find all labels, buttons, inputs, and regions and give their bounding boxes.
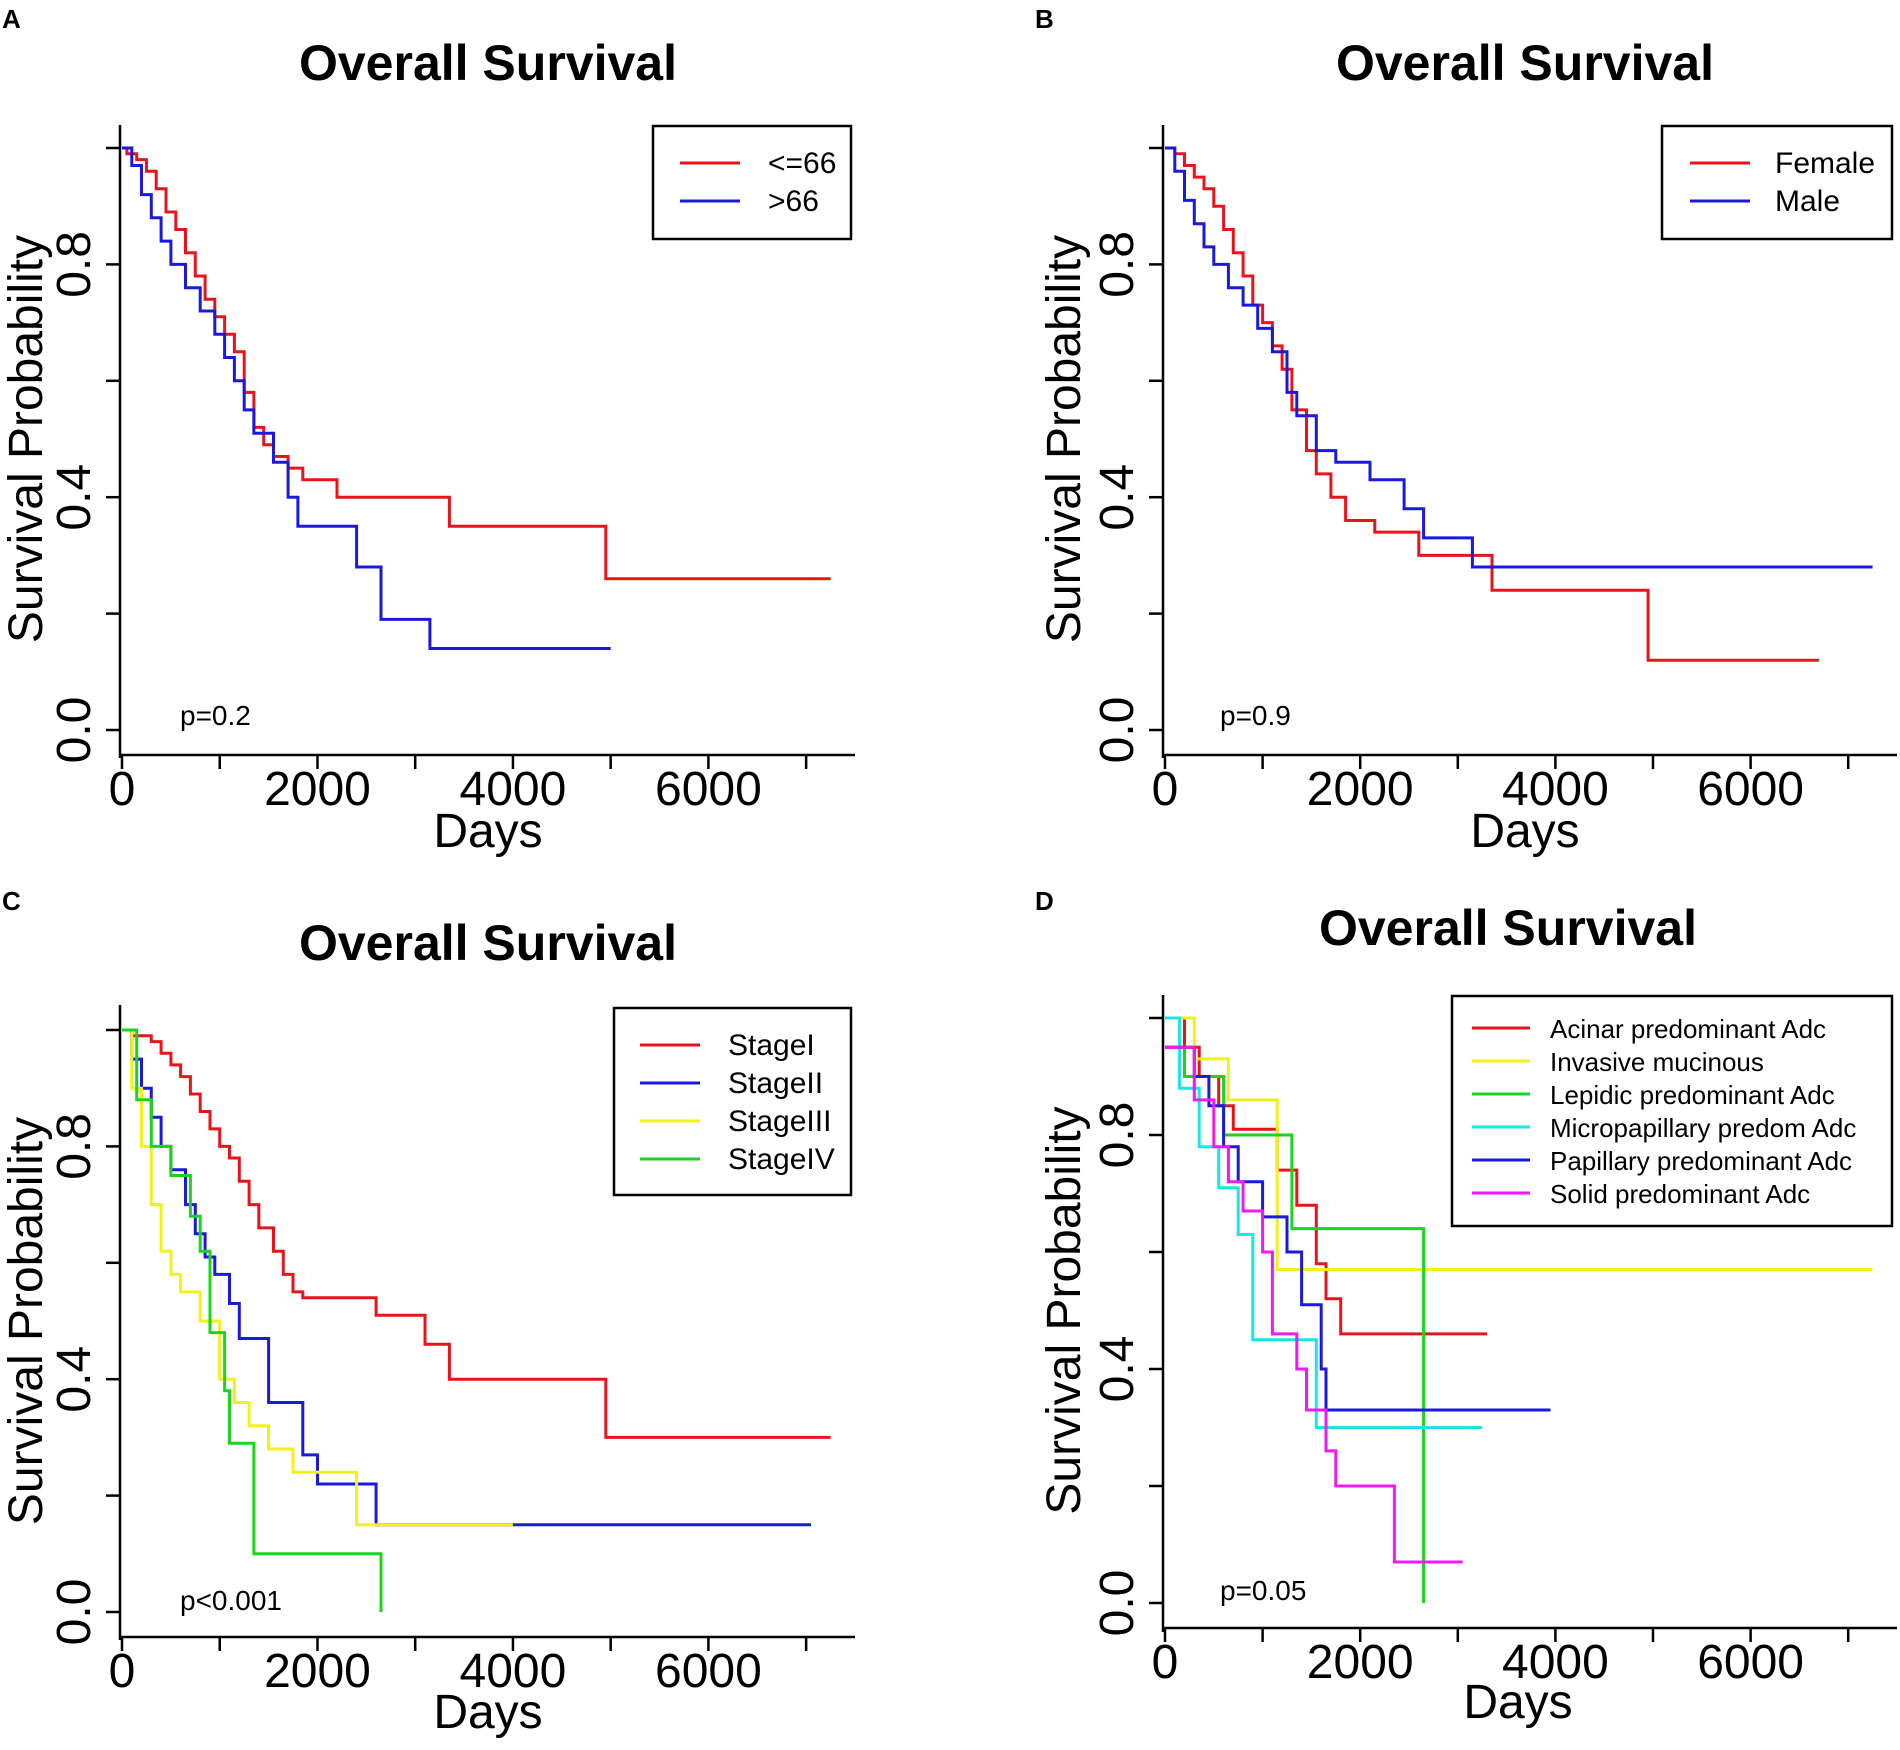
panel-d-x-tick-label: 4000 xyxy=(1502,1636,1609,1689)
panel-a-y-tick-label: 0.4 xyxy=(48,464,101,531)
panel-c-y-tick-label: 0.8 xyxy=(48,1113,101,1180)
panel-d-legend-label: Invasive mucinous xyxy=(1550,1047,1764,1077)
panel-b-x-axis-label: Days xyxy=(1470,805,1579,858)
panel-b-series-2-curve xyxy=(1165,146,1873,569)
panel-c-y-axis-label: Survival Probability xyxy=(0,1117,53,1525)
panel-d-legend-label: Solid predominant Adc xyxy=(1550,1179,1810,1209)
panel-d-x-tick-label: 2000 xyxy=(1307,1636,1414,1689)
panel-b-x-tick-label: 0 xyxy=(1152,763,1179,816)
panel-c-legend-box xyxy=(612,1006,853,1197)
panel-d-series-2-curve xyxy=(1165,1016,1873,1271)
panel-d-series-4-curve xyxy=(1165,1016,1483,1429)
panel-b-y-tick-label: 0.0 xyxy=(1091,697,1144,764)
panel-d-x-tick-label: 0 xyxy=(1152,1636,1179,1689)
panel-c-legend-label: StageI xyxy=(728,1029,815,1062)
panel-b-x-tick-label: 2000 xyxy=(1307,763,1414,816)
panel-c-y-tick-label: 0.0 xyxy=(48,1579,101,1646)
panel-b-legend: Female Male xyxy=(1660,124,1894,241)
panel-b-y-tick-label: 0.4 xyxy=(1091,464,1144,531)
panel-d-x-tick-label: 6000 xyxy=(1697,1636,1804,1689)
panel-c-legend-label: StageII xyxy=(728,1067,823,1100)
panel-c-legend-label: StageIII xyxy=(728,1105,831,1138)
panel-c-legend-label: StageIV xyxy=(728,1143,835,1176)
panel-c-y-tick-label: 0.4 xyxy=(48,1346,101,1413)
panel-a-x-tick-label: 6000 xyxy=(655,763,762,816)
panel-a-x-tick-label: 0 xyxy=(109,763,136,816)
panel-b-x-tick-label: 4000 xyxy=(1502,763,1609,816)
panel-a-series-1-curve xyxy=(122,146,831,581)
panel-d-y-tick-label: 0.8 xyxy=(1091,1102,1144,1169)
panel-c-title: Overall Survival xyxy=(299,915,677,971)
panel-c-series-1-curve xyxy=(122,1028,831,1439)
panel-d-series-3-curve xyxy=(1165,1045,1426,1603)
panel-d-legend-label: Lepidic predominant Adc xyxy=(1550,1080,1835,1110)
panel-a-x-tick-label: 4000 xyxy=(460,763,567,816)
panel-d-legend-box xyxy=(1450,994,1894,1228)
panel-a-x-axis-label: Days xyxy=(433,805,542,858)
panel-a-y-tick-label: 0.8 xyxy=(48,231,101,298)
panel-d-letter: D xyxy=(1035,886,1054,916)
panel-d-series-1-curve xyxy=(1165,1016,1488,1336)
panel-b-letter: B xyxy=(1035,4,1054,34)
panel-b-p-value: p=0.9 xyxy=(1220,700,1291,731)
panel-b-y-axis-label: Survival Probability xyxy=(1038,235,1091,643)
panel-a-legend-label: >66 xyxy=(768,185,819,218)
panel-c-p-value: p<0.001 xyxy=(180,1585,282,1616)
panel-b-legend-label: Female xyxy=(1775,147,1875,180)
panel-d-p-value: p=0.05 xyxy=(1220,1575,1306,1606)
panel-d-series-6-curve xyxy=(1165,1045,1463,1564)
panel-c-series-4-curve xyxy=(122,1028,383,1612)
panel-a-legend: <=66 >66 xyxy=(651,124,853,241)
panel-a-series-2-curve xyxy=(122,146,611,650)
panel-c-x-axis-label: Days xyxy=(433,1686,542,1739)
panel-d-legend-label: Micropapillary predom Adc xyxy=(1550,1113,1856,1143)
panel-d-series-5-curve xyxy=(1165,1045,1551,1412)
panel-a-y-tick-label: 0.0 xyxy=(48,697,101,764)
panel-d-legend-label: Papillary predominant Adc xyxy=(1550,1146,1852,1176)
panel-a: A Overall Survival 0.0 0.4 0.8 0 2000 4000 6000 D… xyxy=(0,4,855,858)
panel-c-letter: C xyxy=(2,886,21,916)
panel-a-letter: A xyxy=(2,4,21,34)
panel-c-legend: StageI StageII StageIII StageIV xyxy=(612,1006,853,1197)
panel-d-title: Overall Survival xyxy=(1319,900,1697,956)
panel-c-x-tick-label: 4000 xyxy=(460,1645,567,1698)
panel-c-x-tick-label: 2000 xyxy=(264,1645,371,1698)
panel-c-series-2-curve xyxy=(122,1028,811,1527)
panel-c-x-tick-label: 0 xyxy=(109,1645,136,1698)
panel-a-legend-box xyxy=(651,124,853,241)
panel-c-x-tick-label: 6000 xyxy=(655,1645,762,1698)
panel-a-p-value: p=0.2 xyxy=(180,700,251,731)
panel-b: B Overall Survival 0.0 0.4 0.8 0 2000 4000 6000 D… xyxy=(1035,4,1897,858)
panel-d-y-axis-label: Survival Probability xyxy=(1038,1106,1091,1514)
panel-a-x-tick-label: 2000 xyxy=(264,763,371,816)
panel-a-y-axis-label: Survival Probability xyxy=(0,235,53,643)
panel-d-y-tick-label: 0.4 xyxy=(1091,1336,1144,1403)
panel-b-legend-box xyxy=(1660,124,1894,241)
panel-b-y-tick-label: 0.8 xyxy=(1091,231,1144,298)
panel-b-title: Overall Survival xyxy=(1336,35,1714,91)
panel-d-y-tick-label: 0.0 xyxy=(1091,1570,1144,1637)
panel-c-series-3-curve xyxy=(122,1028,513,1527)
panel-b-x-tick-label: 6000 xyxy=(1697,763,1804,816)
panel-d: D Overall Survival 0.0 0.4 0.8 0 2000 4000 6000 D… xyxy=(1035,886,1897,1729)
panel-d-legend-label: Acinar predominant Adc xyxy=(1550,1014,1826,1044)
panel-a-legend-label: <=66 xyxy=(768,147,836,180)
panel-b-legend-label: Male xyxy=(1775,185,1840,218)
panel-c: C Overall Survival 0.0 0.4 0.8 0 2000 4000 6000 D… xyxy=(0,886,855,1739)
panel-a-title: Overall Survival xyxy=(299,35,677,91)
panel-d-x-axis-label: Days xyxy=(1463,1676,1572,1729)
